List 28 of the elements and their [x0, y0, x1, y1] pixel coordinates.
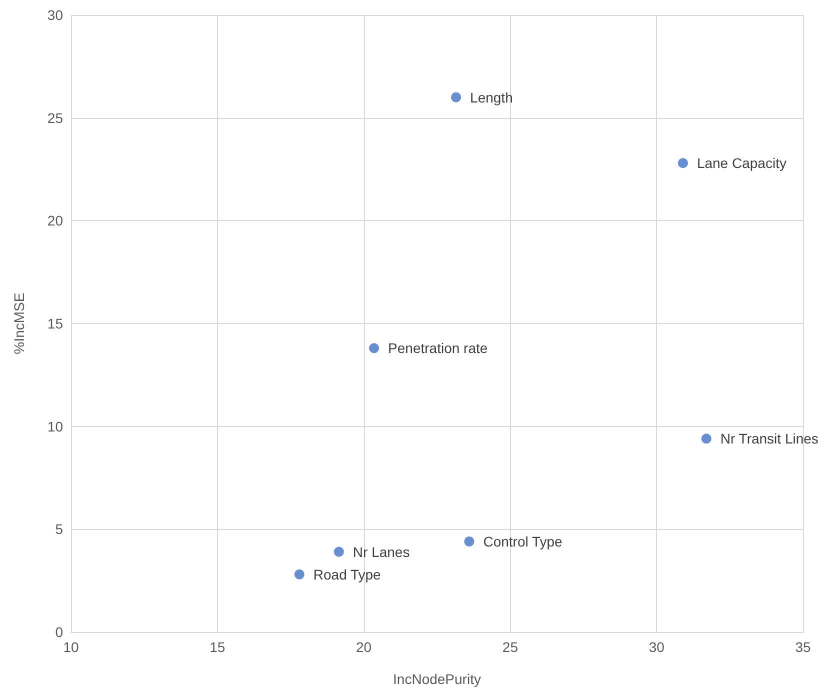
y-axis-title: %IncMSE — [11, 292, 27, 354]
x-tick-label: 15 — [210, 639, 226, 655]
x-tick-label: 25 — [502, 639, 518, 655]
annotation: Nr Transit Lines — [720, 430, 818, 447]
y-tick-label: 20 — [47, 212, 64, 229]
y-tick-label: 10 — [47, 418, 64, 434]
point — [369, 343, 380, 354]
y-tick-label: 30 — [47, 7, 64, 23]
annotation: Nr Lanes — [352, 544, 410, 560]
point — [451, 92, 462, 102]
y-tick-label: 25 — [47, 110, 64, 126]
y-tick-label: 15 — [47, 316, 64, 332]
x-tick-label: 35 — [795, 639, 811, 655]
point — [464, 536, 474, 547]
point — [701, 434, 712, 444]
annotation: Length — [470, 89, 513, 106]
annotation: Control Type — [483, 534, 563, 550]
annotation: Lane Capacity — [696, 155, 786, 172]
annotation: Road Type — [313, 566, 382, 582]
y-tick-label: 0 — [55, 624, 64, 640]
point — [294, 569, 304, 580]
x-axis-title: IncNodePurity — [393, 671, 481, 687]
x-tick-label: 20 — [356, 639, 372, 655]
point — [334, 546, 344, 557]
annotation: Penetration rate — [388, 340, 488, 356]
y-tick-label: 5 — [55, 521, 64, 538]
point — [678, 158, 688, 168]
x-tick-label: 30 — [648, 639, 665, 655]
